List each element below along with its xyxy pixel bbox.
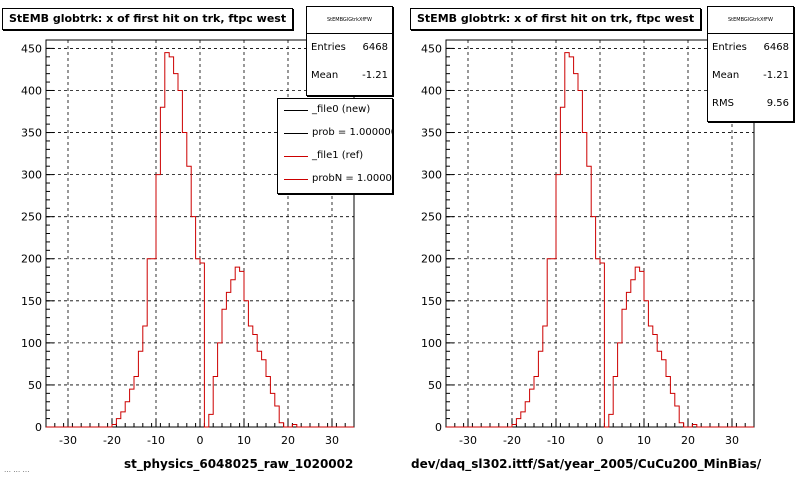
y-tick-label: 150 xyxy=(21,295,42,308)
y-tick-label: 250 xyxy=(21,211,42,224)
y-tick-label: 450 xyxy=(21,42,42,55)
histogram-series-left xyxy=(46,52,354,428)
stats-value: -1.21 xyxy=(362,70,388,81)
stats-value: 9.56 xyxy=(766,98,789,109)
y-tick-label: 0 xyxy=(35,421,42,434)
x-tick-label: -20 xyxy=(103,434,121,447)
y-tick-label: 50 xyxy=(428,379,442,392)
y-tick-label: 450 xyxy=(421,42,442,55)
stats-row-rms: RMS 9.56 xyxy=(708,90,793,118)
stats-row-mean: Mean -1.21 xyxy=(307,62,392,90)
x-tick-label: 0 xyxy=(197,434,204,447)
y-tick-label: 200 xyxy=(21,253,42,266)
x-tick-label: 30 xyxy=(725,434,739,447)
panel-left-stats-box: StEMBGlGtrkXfFW Entries 6468 Mean -1.21 xyxy=(306,6,393,96)
x-tick-label: -10 xyxy=(547,434,565,447)
legend-label: _file1 (ref) xyxy=(312,150,364,161)
x-tick-label: -10 xyxy=(147,434,165,447)
legend-entry-probn: probN = 1.000000 xyxy=(278,168,392,191)
stats-value: -1.21 xyxy=(763,70,789,81)
y-tick-label: 300 xyxy=(421,169,442,182)
legend-swatch xyxy=(284,133,308,134)
x-tick-label: 10 xyxy=(237,434,251,447)
stats-row-entries: Entries 6468 xyxy=(307,34,392,62)
stats-value: 6468 xyxy=(763,42,789,53)
legend-swatch xyxy=(284,156,308,157)
stats-name: StEMBGlGtrkXfFW xyxy=(708,7,793,34)
x-tick-label: -30 xyxy=(59,434,77,447)
y-tick-label: 100 xyxy=(421,337,442,350)
x-tick-label: -20 xyxy=(503,434,521,447)
x-tick-label: 10 xyxy=(637,434,651,447)
panel-right-stats-box: StEMBGlGtrkXfFW Entries 6468 Mean -1.21 … xyxy=(707,6,794,122)
panel-right-title: StEMB globtrk: x of first hit on trk, ft… xyxy=(410,8,702,30)
y-tick-label: 150 xyxy=(421,295,442,308)
stats-name: StEMBGlGtrkXfFW xyxy=(307,7,392,34)
panel-right-x-axis-title: dev/daq_sl302.ittf/Sat/year_2005/CuCu200… xyxy=(411,457,762,471)
panel-left-legend: _file0 (new) prob = 1.000000 _file1 (ref… xyxy=(277,98,393,194)
legend-entry-new: _file0 (new) xyxy=(278,99,392,122)
stats-label: RMS xyxy=(712,98,734,109)
stats-row-mean: Mean -1.21 xyxy=(708,62,793,90)
y-tick-label: 400 xyxy=(21,84,42,97)
legend-swatch xyxy=(284,110,308,111)
x-tick-label: 0 xyxy=(597,434,604,447)
legend-label: _file0 (new) xyxy=(312,104,371,115)
y-tick-label: 100 xyxy=(21,337,42,350)
stats-label: Mean xyxy=(712,70,740,81)
y-tick-label: 250 xyxy=(421,211,442,224)
x-tick-label: 30 xyxy=(325,434,339,447)
footer-text: … … … xyxy=(4,466,30,474)
x-tick-label: 20 xyxy=(681,434,695,447)
stats-label: Mean xyxy=(311,70,339,81)
legend-label: prob = 1.000000 xyxy=(312,127,393,138)
x-tick-label: 20 xyxy=(281,434,295,447)
panel-left-title-text: StEMB globtrk: x of first hit on trk, ft… xyxy=(9,12,287,25)
panel-left-x-axis-title: st_physics_6048025_raw_1020002 xyxy=(124,457,354,471)
stats-label: Entries xyxy=(311,42,346,53)
y-tick-label: 0 xyxy=(435,421,442,434)
histogram-series-right xyxy=(446,52,754,428)
panel-left-title: StEMB globtrk: x of first hit on trk, ft… xyxy=(2,8,294,30)
stats-row-entries: Entries 6468 xyxy=(708,34,793,62)
y-tick-label: 300 xyxy=(21,169,42,182)
x-tick-label: -30 xyxy=(459,434,477,447)
legend-label: probN = 1.000000 xyxy=(312,173,392,184)
y-tick-label: 400 xyxy=(421,84,442,97)
y-tick-label: 50 xyxy=(28,379,42,392)
y-tick-label: 350 xyxy=(21,127,42,140)
stats-label: Entries xyxy=(712,42,747,53)
panel-right-title-text: StEMB globtrk: x of first hit on trk, ft… xyxy=(417,12,695,25)
y-tick-label: 350 xyxy=(421,127,442,140)
legend-entry-ref: _file1 (ref) xyxy=(278,145,392,168)
legend-entry-prob: prob = 1.000000 xyxy=(278,122,392,145)
legend-swatch xyxy=(284,179,308,180)
stats-value: 6468 xyxy=(362,42,388,53)
y-tick-label: 200 xyxy=(421,253,442,266)
